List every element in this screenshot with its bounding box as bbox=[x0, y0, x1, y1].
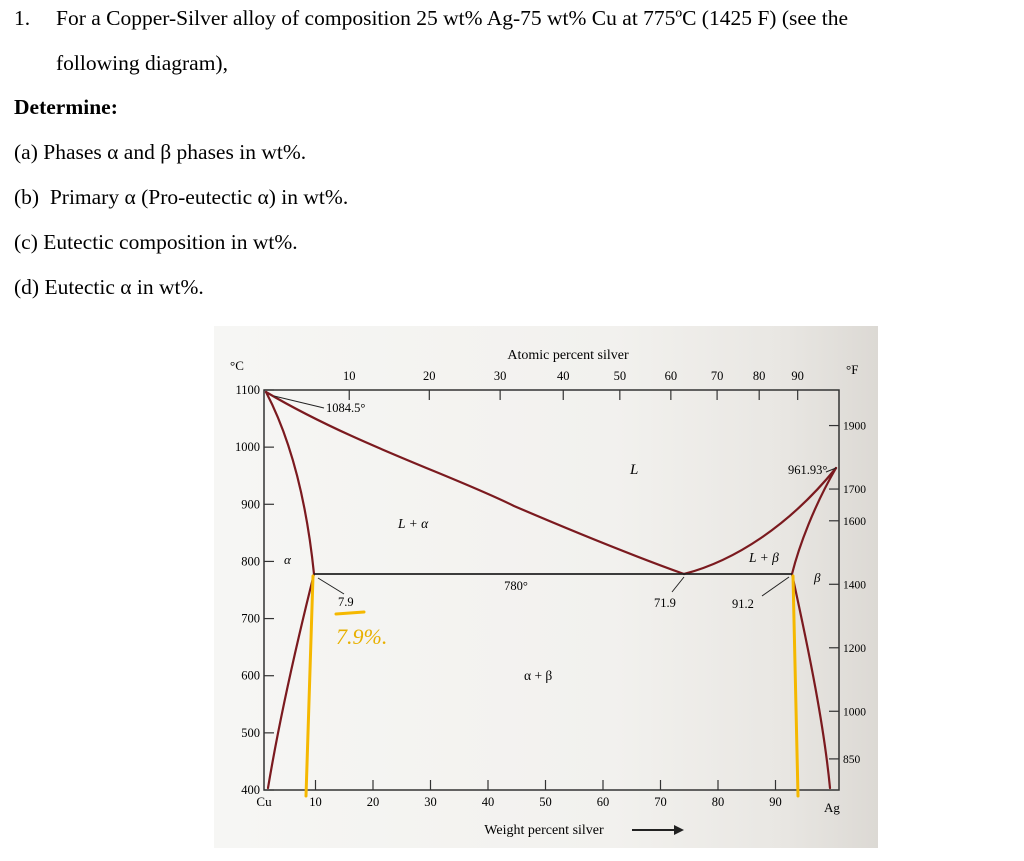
question-b-text: Primary α (Pro-eutectic α) in wt%. bbox=[49, 185, 349, 209]
cu-melting-label: 1084.5° bbox=[326, 401, 365, 415]
eutectic-temp-label: 780° bbox=[504, 579, 528, 593]
right-tick-label: 1200 bbox=[843, 643, 866, 655]
solidus-alpha-line bbox=[264, 390, 316, 576]
question-d: (d) Eutectic α in wt%. bbox=[14, 275, 204, 301]
question-d-label: (d) bbox=[14, 275, 40, 299]
alpha-limit-pointer bbox=[317, 577, 345, 595]
fahrenheit-unit: °F bbox=[846, 362, 858, 377]
right-tick-label: 1000 bbox=[843, 706, 866, 718]
cu-label: Cu bbox=[256, 794, 272, 809]
question-b-label: (b) bbox=[14, 185, 40, 209]
bottom-axis-arrow bbox=[632, 825, 684, 835]
beta-limit-label: 91.2 bbox=[732, 597, 754, 611]
ag-melting-label: 961.93° bbox=[788, 463, 827, 477]
bottom-tick-label: 30 bbox=[424, 795, 437, 809]
solidus-beta-line bbox=[790, 466, 838, 576]
ag-label: Ag bbox=[824, 800, 840, 815]
determine-heading: Determine: bbox=[14, 95, 118, 119]
right-tick-label: 1700 bbox=[843, 484, 866, 496]
question-c-label: (c) bbox=[14, 230, 38, 254]
bottom-tick-label: 60 bbox=[597, 795, 610, 809]
bottom-axis-title: Weight percent silver bbox=[484, 823, 604, 838]
solvus-alpha-line bbox=[266, 572, 316, 790]
phase-label-liquid: L bbox=[629, 462, 638, 478]
top-axis-ticks: 10 20 30 40 50 60 70 80 90 bbox=[343, 369, 804, 400]
top-tick-label: 60 bbox=[665, 369, 678, 383]
top-axis-title: Atomic percent silver bbox=[507, 348, 629, 363]
left-tick-label: 1100 bbox=[235, 383, 260, 397]
phase-label-alpha-beta: α + β bbox=[524, 668, 552, 683]
top-tick-label: 70 bbox=[711, 369, 724, 383]
top-tick-label: 30 bbox=[494, 369, 507, 383]
bottom-tick-label: 70 bbox=[654, 795, 667, 809]
left-tick-label: 600 bbox=[241, 669, 260, 683]
phase-label-l-beta: L + β bbox=[748, 550, 779, 565]
problem-line-1: 1. For a Copper-Silver alloy of compositi… bbox=[14, 6, 848, 32]
cu-melting-pointer bbox=[273, 395, 325, 409]
top-tick-label: 40 bbox=[557, 369, 570, 383]
left-tick-label: 400 bbox=[241, 783, 260, 797]
right-tick-label: 1900 bbox=[843, 421, 866, 433]
bottom-tick-label: 80 bbox=[712, 795, 725, 809]
plot-frame bbox=[263, 389, 840, 791]
left-tick-label: 800 bbox=[241, 554, 260, 568]
top-tick-label: 50 bbox=[614, 369, 627, 383]
left-tick-label: 500 bbox=[241, 726, 260, 740]
phase-label-beta: β bbox=[813, 570, 821, 585]
question-b: (b) Primary α (Pro-eutectic α) in wt%. bbox=[14, 185, 348, 211]
left-tick-label: 700 bbox=[241, 612, 260, 626]
alpha-limit-label: 7.9 bbox=[338, 595, 354, 609]
top-tick-label: 90 bbox=[791, 369, 804, 383]
phase-diagram-image: Atomic percent silver °C °F Weight perce… bbox=[214, 326, 878, 848]
right-tick-label: 1400 bbox=[843, 579, 866, 591]
left-axis-ticks: 1100 1000 900 800 700 600 500 400 bbox=[235, 383, 274, 797]
right-tick-label: 850 bbox=[843, 754, 861, 766]
bottom-tick-label: 90 bbox=[769, 795, 782, 809]
question-a: (a) Phases α and β phases in wt%. bbox=[14, 140, 306, 166]
bottom-tick-label: 40 bbox=[482, 795, 495, 809]
problem-statement-line2: following diagram), bbox=[56, 51, 228, 75]
question-c: (c) Eutectic composition in wt%. bbox=[14, 230, 298, 256]
top-tick-label: 20 bbox=[423, 369, 436, 383]
eutectic-comp-pointer bbox=[671, 576, 685, 593]
problem-number: 1. bbox=[14, 6, 31, 30]
bottom-axis-ticks: 10 20 30 40 50 60 70 80 90 bbox=[309, 780, 782, 809]
phase-diagram: Atomic percent silver °C °F Weight perce… bbox=[230, 348, 866, 838]
beta-limit-pointer bbox=[761, 576, 790, 597]
ag-melting-pointer bbox=[825, 467, 837, 473]
solvus-beta-line bbox=[790, 572, 832, 790]
phase-label-l-alpha: L + α bbox=[397, 516, 429, 531]
eutectic-comp-label: 71.9 bbox=[654, 596, 676, 610]
left-tick-label: 900 bbox=[241, 497, 260, 511]
handwritten-note: 7.9%. bbox=[336, 624, 387, 649]
question-a-label: (a) bbox=[14, 140, 38, 164]
bottom-tick-label: 10 bbox=[309, 795, 322, 809]
right-axis-ticks: 1900 1700 1600 1400 1200 1000 850 bbox=[829, 421, 866, 766]
celsius-unit: °C bbox=[230, 358, 244, 373]
phase-label-alpha: α bbox=[284, 552, 292, 567]
question-d-text: Eutectic α in wt%. bbox=[44, 275, 204, 299]
question-c-text: Eutectic composition in wt%. bbox=[43, 230, 298, 254]
highlight-line-beta bbox=[791, 574, 800, 798]
bottom-tick-label: 20 bbox=[367, 795, 380, 809]
highlight-underline bbox=[334, 610, 366, 616]
question-a-text: Phases α and β phases in wt%. bbox=[43, 140, 307, 164]
top-tick-label: 10 bbox=[343, 369, 356, 383]
bottom-tick-label: 50 bbox=[539, 795, 552, 809]
problem-line-2: following diagram), bbox=[56, 51, 228, 77]
highlight-line-alpha bbox=[304, 574, 315, 798]
right-tick-label: 1600 bbox=[843, 516, 866, 528]
liquidus-alpha-line bbox=[264, 390, 686, 576]
liquidus-beta-line bbox=[682, 466, 838, 576]
problem-statement-line1: For a Copper-Silver alloy of composition… bbox=[56, 6, 849, 30]
top-tick-label: 80 bbox=[753, 369, 766, 383]
left-tick-label: 1000 bbox=[235, 440, 260, 454]
